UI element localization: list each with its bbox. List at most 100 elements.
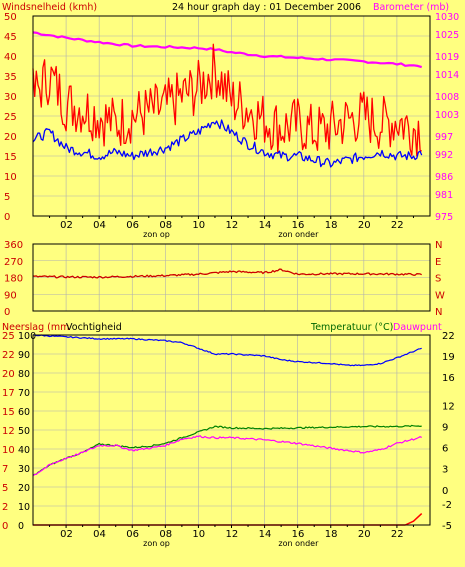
barometer-ytick-label: 1019	[435, 52, 459, 63]
barometer-ytick-label: 992	[435, 150, 453, 161]
climate-xtick-label: 06	[126, 529, 139, 540]
barometer-ytick-label: 997	[435, 132, 453, 143]
wind-ytick-label: 5	[4, 192, 10, 203]
wind-gust-line	[32, 43, 422, 157]
direction-line	[32, 268, 422, 279]
wind-sunset-label: zon onder	[278, 230, 319, 239]
rain-ytick-label: 7	[2, 464, 8, 475]
climate-xtick-label: 14	[259, 529, 272, 540]
humidity-ytick-label: 10	[18, 502, 30, 513]
direction-ytick-label: 90	[4, 290, 17, 301]
climate-xtick-label: 20	[358, 529, 371, 540]
humidity-ytick-label: 90	[18, 350, 30, 361]
temperature-ytick-label: 19	[442, 352, 455, 363]
wind-xtick-label: 18	[325, 220, 338, 231]
rain-ytick-label: 0	[2, 521, 8, 532]
wind-xtick-label: 14	[259, 220, 272, 231]
wind-xtick-label: 06	[126, 220, 139, 231]
humidity-ytick-label: 50	[18, 426, 30, 437]
climate-xtick-label: 08	[159, 529, 172, 540]
wind-xtick-label: 20	[358, 220, 371, 231]
wind-xtick-label: 10	[192, 220, 205, 231]
wind-average-line	[32, 119, 423, 168]
rain-ytick-label: 12	[2, 426, 15, 437]
temperature-ytick-label: 3	[442, 465, 448, 476]
direction-compass-label: N	[435, 307, 442, 318]
rain-ytick-label: 10	[2, 445, 15, 456]
rain-ytick-label: 20	[2, 369, 15, 380]
climate-xtick-label: 18	[325, 529, 338, 540]
humidity-axis-title: Vochtigheid	[66, 322, 122, 333]
rain-axis-title: Neerslag (mm	[2, 322, 69, 333]
climate-xtick-label: 12	[226, 529, 239, 540]
climate-xtick-label: 04	[93, 529, 106, 540]
temperature-ytick-label: -2	[442, 500, 452, 511]
barometer-ytick-label: 1003	[435, 110, 459, 121]
wind-ytick-label: 10	[4, 172, 17, 183]
rain-line	[33, 513, 423, 526]
barometer-ytick-label: 986	[435, 172, 453, 183]
wind-sunrise-label: zon op	[143, 230, 170, 239]
wind-xtick-label: 16	[292, 220, 305, 231]
temperature-ytick-label: 12	[442, 401, 455, 412]
direction-panel-frame	[32, 243, 431, 312]
dewpoint-line	[32, 435, 422, 477]
wind-axis-title: Windsnelheid (kmh)	[2, 2, 97, 13]
humidity-ytick-label: 100	[18, 331, 36, 342]
wind-ytick-label: 0	[4, 212, 10, 223]
rain-ytick-label: 15	[2, 407, 15, 418]
rain-ytick-label: 17	[2, 388, 15, 399]
rain-ytick-label: 2	[2, 502, 8, 513]
temperature-ytick-label: 9	[442, 422, 448, 433]
barometer-ytick-label: 975	[435, 212, 453, 223]
climate-xtick-label: 16	[292, 529, 305, 540]
wind-ytick-label: 20	[4, 132, 17, 143]
wind-xtick-label: 12	[226, 220, 239, 231]
climate-sunrise-label: zon op	[143, 539, 170, 548]
barometer-ytick-label: 1030	[435, 12, 459, 23]
wind-ytick-label: 40	[4, 52, 17, 63]
temperature-ytick-label: 16	[442, 373, 455, 384]
humidity-ytick-label: 80	[18, 369, 30, 380]
wind-xtick-label: 08	[159, 220, 172, 231]
wind-ytick-label: 25	[4, 112, 17, 123]
barometer-ytick-label: 981	[435, 190, 453, 201]
humidity-ytick-label: 20	[18, 483, 30, 494]
direction-compass-label: N	[435, 240, 442, 251]
direction-ytick-label: 360	[4, 240, 23, 251]
wind-ytick-label: 50	[4, 12, 17, 23]
barometer-ytick-label: 1025	[435, 30, 459, 41]
humidity-line	[32, 334, 422, 367]
barometer-line	[32, 31, 423, 69]
barometer-axis-title: Barometer (mb)	[373, 2, 449, 13]
temperature-ytick-label: 6	[442, 444, 448, 455]
temperature-ytick-label: -5	[442, 521, 452, 532]
wind-ytick-label: 35	[4, 72, 17, 83]
wind-ytick-label: 15	[4, 152, 17, 163]
wind-xtick-label: 22	[391, 220, 404, 231]
rain-ytick-label: 5	[2, 483, 8, 494]
climate-xtick-label: 10	[192, 529, 205, 540]
direction-ytick-label: 180	[4, 274, 23, 285]
dewpoint-axis-title: Dauwpunt	[393, 322, 442, 333]
wind-ytick-label: 30	[4, 92, 17, 103]
direction-ytick-label: 270	[4, 257, 23, 268]
humidity-ytick-label: 60	[18, 407, 30, 418]
direction-compass-label: E	[435, 257, 441, 268]
direction-ytick-label: 0	[4, 307, 10, 318]
climate-sunset-label: zon onder	[278, 539, 319, 548]
temperature-ytick-label: 22	[442, 331, 455, 342]
wind-ytick-label: 45	[4, 32, 17, 43]
climate-xtick-label: 02	[60, 529, 73, 540]
barometer-ytick-label: 1008	[435, 92, 459, 103]
humidity-ytick-label: 30	[18, 464, 30, 475]
humidity-ytick-label: 0	[18, 521, 24, 532]
rain-ytick-label: 25	[2, 331, 15, 342]
humidity-ytick-label: 40	[18, 445, 30, 456]
temperature-ytick-label: 0	[442, 486, 448, 497]
climate-xtick-label: 22	[391, 529, 404, 540]
direction-compass-label: S	[435, 274, 441, 285]
direction-compass-label: W	[435, 290, 445, 301]
